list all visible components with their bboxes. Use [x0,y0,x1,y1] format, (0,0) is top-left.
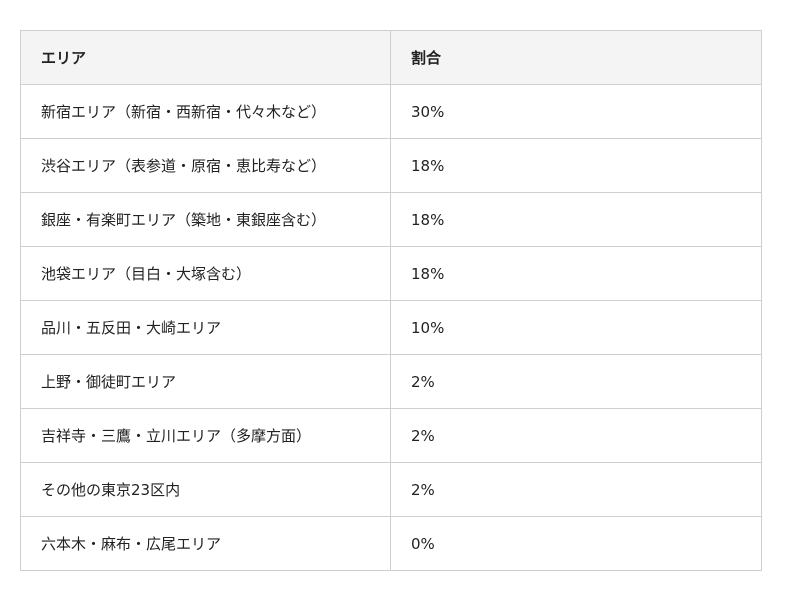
area-cell: 上野・御徒町エリア [20,354,391,409]
header-area: エリア [20,30,391,85]
table-row: 品川・五反田・大崎エリア 10% [20,300,762,355]
share-cell: 10% [390,300,762,355]
area-cell: 新宿エリア（新宿・西新宿・代々木など） [20,84,391,139]
share-cell: 2% [390,408,762,463]
area-cell: 渋谷エリア（表参道・原宿・恵比寿など） [20,138,391,193]
table-row: 新宿エリア（新宿・西新宿・代々木など） 30% [20,84,762,139]
share-cell: 18% [390,246,762,301]
header-share: 割合 [390,30,762,85]
area-cell: 品川・五反田・大崎エリア [20,300,391,355]
area-cell: 吉祥寺・三鷹・立川エリア（多摩方面） [20,408,391,463]
share-cell: 30% [390,84,762,139]
area-cell: 銀座・有楽町エリア（築地・東銀座含む） [20,192,391,247]
share-cell: 18% [390,192,762,247]
area-cell: その他の東京23区内 [20,462,391,517]
table-row: その他の東京23区内 2% [20,462,762,517]
table-row: 渋谷エリア（表参道・原宿・恵比寿など） 18% [20,138,762,193]
area-cell: 池袋エリア（目白・大塚含む） [20,246,391,301]
table-row: 銀座・有楽町エリア（築地・東銀座含む） 18% [20,192,762,247]
table-row: 六本木・麻布・広尾エリア 0% [20,516,762,571]
area-cell: 六本木・麻布・広尾エリア [20,516,391,571]
area-share-table: エリア 割合 新宿エリア（新宿・西新宿・代々木など） 30% 渋谷エリア（表参道・原… [20,30,762,571]
table-header-row: エリア 割合 [20,30,762,85]
share-cell: 18% [390,138,762,193]
table-row: 吉祥寺・三鷹・立川エリア（多摩方面） 2% [20,408,762,463]
share-cell: 2% [390,354,762,409]
table-row: 上野・御徒町エリア 2% [20,354,762,409]
table-row: 池袋エリア（目白・大塚含む） 18% [20,246,762,301]
share-cell: 2% [390,462,762,517]
share-cell: 0% [390,516,762,571]
